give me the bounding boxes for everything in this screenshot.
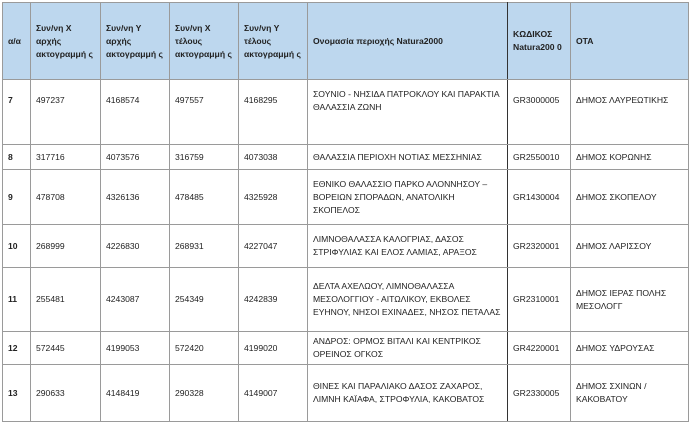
cell-area-name: ΑΝΔΡΟΣ: ΟΡΜΟΣ ΒΙΤΑΛΙ ΚΑΙ ΚΕΝΤΡΙΚΟΣ ΟΡΕΙΝ… — [307, 331, 508, 365]
cell-x-end: 268931 — [169, 224, 239, 268]
cell-natura-code: GR2330005 — [507, 364, 571, 422]
cell-x-start: 255481 — [30, 267, 101, 332]
cell-area-name: ΛΙΜΝΟΘΑΛΑΣΣΑ ΚΑΛΟΓΡΙΑΣ, ΔΑΣΟΣ ΣΤΡΙΦΥΛΙΑΣ… — [307, 224, 508, 268]
cell-natura-code: GR4220001 — [507, 331, 571, 365]
cell-y-end: 4073038 — [238, 144, 308, 170]
cell-x-start: 268999 — [30, 224, 101, 268]
table-row: 9 478708 4326136 478485 4325928 ΕΘΝΙΚΟ ΘΑΛΑΣΣ… — [2, 169, 689, 225]
cell-natura-code: GR2550010 — [507, 144, 571, 170]
cell-x-end: 497557 — [169, 79, 239, 145]
table-row: 8 317716 4073576 316759 4073038 ΘΑΛΑΣΣΙΑ ΠΕΡΙ… — [2, 144, 689, 170]
cell-y-start: 4243087 — [100, 267, 170, 332]
header-ota: ΟΤΑ — [570, 2, 689, 80]
cell-row-number: 12 — [2, 331, 31, 365]
cell-x-end: 478485 — [169, 169, 239, 225]
header-aa: α/α — [2, 2, 31, 80]
cell-area-name: ΕΘΝΙΚΟ ΘΑΛΑΣΣΙΟ ΠΑΡΚΟ ΑΛΟΝΝΗΣΟΥ – ΒΟΡΕΙΩ… — [307, 169, 508, 225]
cell-y-end: 4149007 — [238, 364, 308, 422]
cell-row-number: 7 — [2, 79, 31, 145]
cell-x-end: 316759 — [169, 144, 239, 170]
cell-x-start: 317716 — [30, 144, 101, 170]
cell-y-start: 4326136 — [100, 169, 170, 225]
header-y-end: Συν/νη Υ τέλους ακτογραμμή ς — [238, 2, 308, 80]
cell-area-name: ΘΙΝΕΣ ΚΑΙ ΠΑΡΑΛΙΑΚΟ ΔΑΣΟΣ ΖΑΧΑΡΟΣ, ΛΙΜΝΗ… — [307, 364, 508, 422]
cell-ota: ΔΗΜΟΣ ΙΕΡΑΣ ΠΟΛΗΣ ΜΕΣΟΛΟΓΓ — [570, 267, 689, 332]
cell-x-end: 572420 — [169, 331, 239, 365]
cell-y-start: 4168574 — [100, 79, 170, 145]
header-row: α/α Συν/νη Χ αρχής ακτογραμμή ς Συν/νη Υ… — [2, 2, 689, 80]
cell-x-start: 572445 — [30, 331, 101, 365]
cell-x-start: 478708 — [30, 169, 101, 225]
cell-y-end: 4242839 — [238, 267, 308, 332]
cell-natura-code: GR2310001 — [507, 267, 571, 332]
cell-y-end: 4325928 — [238, 169, 308, 225]
cell-ota: ΔΗΜΟΣ ΣΧΙΝΩΝ / ΚΑΚΟΒΑΤΟΥ — [570, 364, 689, 422]
cell-x-end: 290328 — [169, 364, 239, 422]
cell-y-end: 4199020 — [238, 331, 308, 365]
cell-y-end: 4227047 — [238, 224, 308, 268]
cell-y-start: 4073576 — [100, 144, 170, 170]
cell-y-end: 4168295 — [238, 79, 308, 145]
header-area-name: Ονομασία περιοχής Natura2000 — [307, 2, 508, 80]
cell-row-number: 10 — [2, 224, 31, 268]
cell-natura-code: GR1430004 — [507, 169, 571, 225]
table-row: 12 572445 4199053 572420 4199020 ΑΝΔΡΟΣ: ΟΡΜΟ… — [2, 331, 689, 365]
cell-ota: ΔΗΜΟΣ ΥΔΡΟΥΣΑΣ — [570, 331, 689, 365]
cell-ota: ΔΗΜΟΣ ΚΟΡΩΝΗΣ — [570, 144, 689, 170]
cell-row-number: 11 — [2, 267, 31, 332]
table-row: 7 497237 4168574 497557 4168295 ΣΟΥΝΙΟ - ΝΗΣΙ… — [2, 79, 689, 145]
cell-x-end: 254349 — [169, 267, 239, 332]
cell-area-name: ΣΟΥΝΙΟ - ΝΗΣΙΔΑ ΠΑΤΡΟΚΛΟΥ ΚΑΙ ΠΑΡΑΚΤΙΑ Θ… — [307, 79, 508, 145]
table-row: 11 255481 4243087 254349 4242839 ΔΕΛΤΑ ΑΧΕΛΩΟ… — [2, 267, 689, 332]
header-code: ΚΩΔΙΚΟΣ Natura200 0 — [507, 2, 571, 80]
cell-ota: ΔΗΜΟΣ ΛΑΥΡΕΩΤΙΚΗΣ — [570, 79, 689, 145]
header-x-start: Συν/νη Χ αρχής ακτογραμμή ς — [30, 2, 101, 80]
cell-row-number: 13 — [2, 364, 31, 422]
cell-natura-code: GR3000005 — [507, 79, 571, 145]
cell-row-number: 9 — [2, 169, 31, 225]
cell-natura-code: GR2320001 — [507, 224, 571, 268]
table-row: 10 268999 4226830 268931 4227047 ΛΙΜΝΟΘΑΛΑΣΣΑ… — [2, 224, 689, 268]
cell-x-start: 290633 — [30, 364, 101, 422]
cell-x-start: 497237 — [30, 79, 101, 145]
table-row: 13 290633 4148419 290328 4149007 ΘΙΝΕΣ ΚΑΙ ΠΑ… — [2, 364, 689, 422]
cell-area-name: ΘΑΛΑΣΣΙΑ ΠΕΡΙΟΧΗ ΝΟΤΙΑΣ ΜΕΣΣΗΝΙΑΣ — [307, 144, 508, 170]
cell-y-start: 4148419 — [100, 364, 170, 422]
cell-area-name: ΔΕΛΤΑ ΑΧΕΛΩΟΥ, ΛΙΜΝΟΘΑΛΑΣΣΑ ΜΕΣΟΛΟΓΓΙΟΥ … — [307, 267, 508, 332]
cell-ota: ΔΗΜΟΣ ΣΚΟΠΕΛΟΥ — [570, 169, 689, 225]
cell-row-number: 8 — [2, 144, 31, 170]
cell-y-start: 4199053 — [100, 331, 170, 365]
cell-y-start: 4226830 — [100, 224, 170, 268]
header-y-start: Συν/νη Υ αρχής ακτογραμμή ς — [100, 2, 170, 80]
header-x-end: Συν/νη Χ τέλους ακτογραμμή ς — [169, 2, 239, 80]
cell-ota: ΔΗΜΟΣ ΛΑΡΙΣΣΟΥ — [570, 224, 689, 268]
